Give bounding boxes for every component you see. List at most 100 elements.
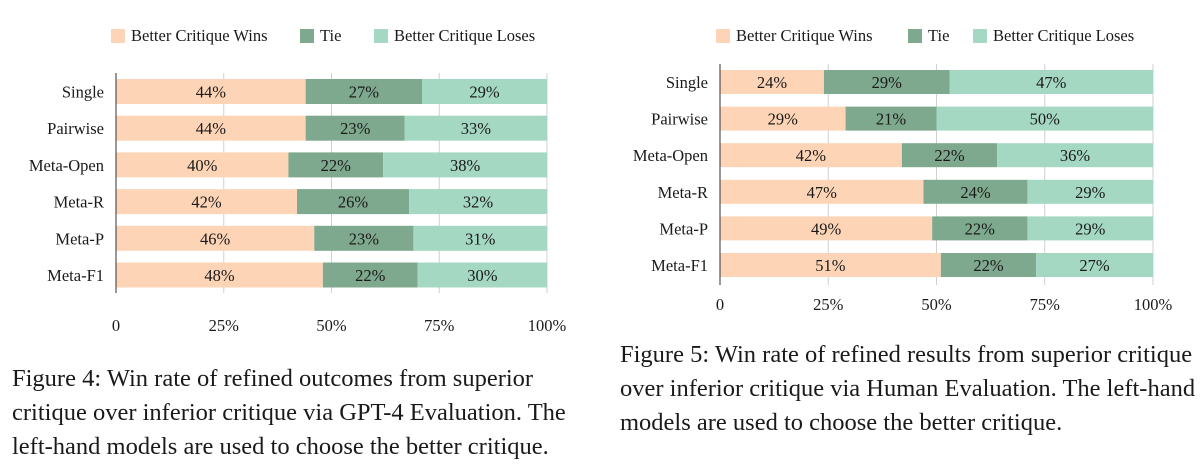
data-label: 42% (796, 146, 827, 165)
data-label: 49% (811, 219, 842, 238)
legend-label: Better Critique Wins (736, 26, 873, 45)
figure-4-panel: Better Critique Wins Tie Better Critique L… (12, 26, 567, 460)
data-label: 29% (1075, 183, 1106, 202)
bar-segment (720, 106, 846, 131)
data-label: 27% (1079, 256, 1110, 275)
bar-segment (923, 179, 1028, 204)
figure-4-chart: Better Critique Wins Tie Better Critique L… (29, 26, 567, 335)
bar-segment (305, 79, 423, 104)
bar-segment (720, 143, 902, 168)
data-label: 24% (757, 73, 788, 92)
bar-segment (409, 189, 547, 215)
legend-label: Better Critique Wins (131, 26, 268, 45)
data-label: 26% (338, 193, 369, 212)
figure-5-caption: Figure 5: Win rate of refined results fr… (620, 341, 1196, 436)
bar-segment (116, 189, 298, 215)
data-label: 38% (450, 156, 481, 175)
data-label: 47% (807, 183, 838, 202)
data-label: 44% (196, 83, 227, 102)
data-label: 22% (973, 256, 1004, 275)
legend-swatch (908, 29, 922, 43)
data-label: 46% (200, 229, 231, 248)
bar-segment (305, 115, 405, 141)
bar-segment (422, 79, 547, 104)
legend-label: Tie (928, 26, 949, 45)
bar-segment (932, 216, 1028, 241)
data-label: 36% (1060, 146, 1091, 165)
bar-segment (116, 225, 315, 251)
bar-segment (720, 179, 924, 204)
data-label: 24% (960, 183, 991, 202)
data-label: 23% (340, 119, 371, 138)
data-label: 29% (872, 73, 903, 92)
bar-segment (1027, 216, 1153, 241)
data-label: 50% (1030, 110, 1061, 129)
data-label: 30% (467, 266, 498, 285)
legend-swatch (300, 29, 314, 43)
legend-swatch (973, 29, 987, 43)
bar-segment (116, 79, 306, 104)
x-tick-label: 100% (1134, 295, 1173, 314)
bar-segment (901, 143, 998, 168)
data-label: 47% (1036, 73, 1067, 92)
x-tick-label: 75% (1030, 295, 1061, 314)
category-label: Single (666, 73, 708, 92)
data-label: 22% (965, 219, 996, 238)
x-tick-label: 0 (112, 316, 120, 335)
data-label: 42% (191, 193, 222, 212)
figure-4-caption: Figure 4: Win rate of refined outcomes f… (12, 365, 566, 460)
bar-segment (116, 115, 306, 141)
bar-segment (997, 143, 1153, 168)
bar-segment (383, 152, 547, 178)
bar-segment (940, 253, 1037, 277)
bar-segment (720, 216, 933, 241)
data-label: 29% (768, 110, 799, 129)
data-label: 29% (1075, 219, 1106, 238)
bar-segment (116, 262, 323, 288)
data-label: 44% (196, 119, 227, 138)
category-label: Pairwise (47, 119, 104, 138)
data-label: 22% (321, 156, 352, 175)
bar-segment (845, 106, 937, 131)
category-label: Meta-F1 (651, 256, 708, 275)
data-label: 33% (461, 119, 492, 138)
category-label: Pairwise (651, 110, 708, 129)
x-tick-label: 100% (528, 316, 567, 335)
x-tick-label: 0 (716, 295, 724, 314)
bar-segment (823, 70, 950, 94)
bar-segment (116, 152, 289, 178)
legend-swatch (111, 29, 125, 43)
bar-segment (314, 225, 414, 251)
data-label: 32% (463, 193, 494, 212)
bar-segment (1036, 253, 1153, 277)
data-label: 51% (815, 256, 846, 275)
data-label: 29% (469, 83, 500, 102)
data-label: 22% (934, 146, 965, 165)
category-label: Single (62, 83, 104, 102)
data-label: 40% (187, 156, 218, 175)
bar-segment (413, 225, 547, 251)
category-label: Meta-P (659, 219, 708, 238)
data-label: 23% (349, 229, 380, 248)
x-tick-label: 25% (209, 316, 240, 335)
bar-segment (322, 262, 418, 288)
category-label: Meta-R (54, 193, 104, 212)
figure-5-chart: Better Critique Wins Tie Better Critique L… (633, 26, 1173, 314)
data-label: 31% (465, 229, 496, 248)
bar-segment (288, 152, 384, 178)
category-label: Meta-Open (29, 156, 104, 175)
bar-segment (417, 262, 547, 288)
data-label: 27% (349, 83, 380, 102)
legend-swatch (374, 29, 388, 43)
bar-segment (720, 70, 824, 94)
bar-segment (936, 106, 1153, 131)
data-label: 48% (204, 266, 235, 285)
category-label: Meta-P (55, 229, 104, 248)
bar-segment (949, 70, 1153, 94)
x-tick-label: 25% (813, 295, 844, 314)
category-label: Meta-R (658, 183, 708, 202)
bar-segment (404, 115, 547, 141)
x-tick-label: 50% (921, 295, 952, 314)
bar-segment (720, 253, 941, 277)
legend-label: Tie (320, 26, 341, 45)
